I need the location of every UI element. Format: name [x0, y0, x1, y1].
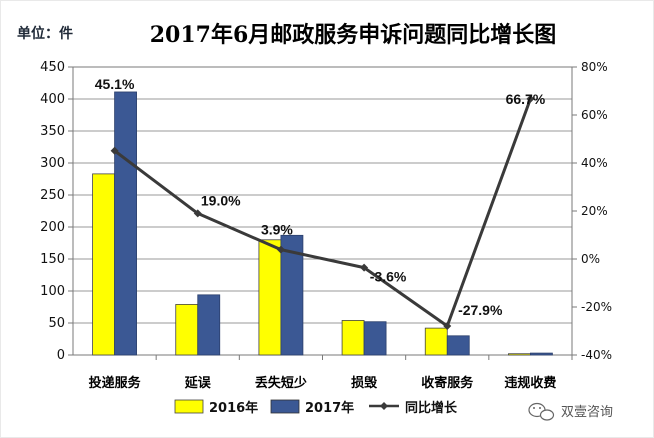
left-tick-label: 150: [40, 252, 65, 267]
data-label: -27.9%: [458, 302, 503, 318]
data-label: 19.0%: [201, 192, 241, 208]
left-tick-label: 450: [40, 60, 65, 75]
bar-2016: [92, 173, 115, 356]
left-tick-label: 0: [57, 348, 65, 363]
growth-point: [443, 321, 452, 330]
category-label: 延误: [184, 375, 212, 391]
data-label: 3.9%: [261, 222, 293, 238]
category-label: 投递服务: [89, 375, 142, 391]
category-label: 损毁: [351, 375, 378, 391]
growth-line: [110, 94, 535, 330]
left-tick-label: 200: [40, 220, 65, 235]
bar-2016: [175, 304, 199, 356]
bar-2017: [114, 91, 137, 356]
unit-label: 单位：件: [17, 25, 73, 42]
growth-point: [110, 146, 119, 155]
legend-marker-growth: [380, 402, 388, 410]
data-labels: 45.1% 19.0% 3.9% -3.6% -27.9% 66.7%: [95, 76, 546, 318]
data-label: 66.7%: [506, 91, 546, 107]
growth-point: [526, 94, 535, 103]
category-label: 违规收费: [504, 375, 556, 391]
wechat-icon: [528, 402, 555, 421]
growth-line-path: [113, 98, 532, 328]
right-tick-label: -20%: [581, 300, 612, 314]
right-tick-label: 40%: [581, 156, 608, 170]
growth-point: [360, 263, 369, 272]
left-tick-label: 50: [48, 316, 65, 331]
growth-point: [276, 245, 285, 254]
right-axis: -40% -20% 0% 20% 40% 60% 80%: [572, 60, 612, 362]
legend-swatch-2016: [174, 399, 204, 414]
legend-label-2017: 2017年: [305, 400, 354, 416]
bar-2017: [363, 321, 387, 356]
bar-2016: [508, 353, 531, 356]
right-tick-label: 60%: [581, 108, 608, 122]
bar-2016: [258, 239, 282, 356]
left-tick-label: 100: [40, 284, 65, 299]
bar-2017: [197, 294, 221, 356]
bar-2016: [341, 320, 365, 356]
right-tick-label: -40%: [581, 348, 612, 362]
left-tick-label: 300: [40, 156, 65, 171]
bar-2017: [280, 234, 304, 356]
left-tick-label: 350: [40, 124, 65, 139]
right-tick-label: 20%: [581, 204, 608, 218]
bars: [92, 91, 573, 360]
watermark-text: 双壹咨询: [561, 405, 613, 420]
left-tick-label: 250: [40, 188, 65, 203]
bar-2016: [424, 327, 448, 356]
data-label: -3.6%: [370, 269, 407, 285]
right-tick-label: 0%: [581, 252, 600, 266]
legend: 2016年 2017年 同比增长: [174, 399, 458, 416]
growth-point: [193, 209, 202, 218]
watermark: 双壹咨询: [528, 402, 613, 421]
legend-swatch-2017: [270, 399, 300, 414]
category-label: 丢失短少: [255, 375, 307, 391]
legend-label-growth: 同比增长: [405, 400, 458, 416]
left-tick-label: 400: [40, 92, 65, 107]
bar-2017: [446, 335, 470, 356]
legend-label-2016: 2016年: [209, 400, 258, 416]
category-axis: 投递服务 延误 丢失短少 损毁 收寄服务 违规收费: [89, 375, 557, 391]
left-axis: 0 50 100 150 200 250 300 350 400 450: [40, 60, 73, 363]
gridlines: [73, 98, 572, 324]
chart-title: 2017年6月邮政服务申诉问题同比增长图: [150, 22, 557, 48]
right-tick-label: 80%: [581, 60, 608, 74]
bar-2017: [530, 352, 553, 356]
category-label: 收寄服务: [421, 375, 474, 391]
data-label: 45.1%: [95, 76, 135, 92]
